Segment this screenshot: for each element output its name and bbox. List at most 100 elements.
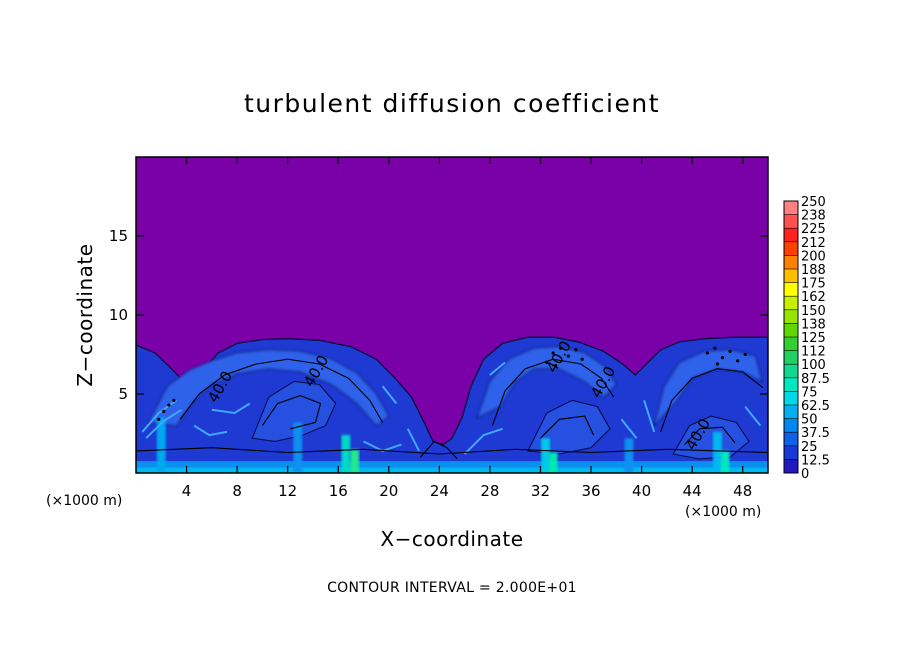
colorbar-label: 50: [801, 413, 818, 428]
swirl-core: [251, 380, 337, 442]
updraft-column: [541, 438, 550, 473]
contour-line: [179, 358, 383, 423]
contour-interval-note: CONTOUR INTERVAL = 2.000E+01: [327, 580, 577, 596]
colorbar-label: 12.5: [801, 453, 830, 468]
contour-line: [684, 426, 736, 445]
contour-speck: [743, 352, 747, 357]
colorbar-swatch: [784, 255, 798, 270]
contour-line: [261, 395, 322, 430]
x-tick-label: 12: [278, 482, 297, 500]
colorbar-swatch: [784, 418, 798, 433]
turbulent-filament: [620, 418, 638, 439]
x-tick-label: 40: [632, 482, 651, 500]
surface-layer: [136, 461, 768, 473]
colorbar-swatch: [784, 214, 798, 229]
contour-speck: [713, 346, 717, 350]
colorbar-label: 100: [801, 358, 826, 373]
colorbar-swatch: [784, 241, 798, 256]
x-axis: 4 8 12 16 20 24 28 32 36 40 44 48: [182, 157, 752, 500]
updraft-column: [624, 438, 634, 473]
colorbar-swatch: [784, 228, 798, 243]
colorbar-swatch: [784, 432, 798, 447]
contour-line: [491, 358, 615, 426]
updraft-column: [341, 435, 351, 473]
contour-line: [136, 447, 768, 455]
contour-speck: [715, 362, 720, 366]
turbulent-filament: [141, 399, 177, 433]
turbulent-filament: [643, 399, 656, 433]
plot-area: 40.0 40.0 40.040.040.0: [135, 156, 769, 474]
colorbar-label: 200: [801, 249, 826, 264]
colorbar-label: 225: [801, 222, 826, 237]
x-tick-label: 16: [329, 482, 348, 500]
swirl-core: [672, 415, 750, 460]
turbulent-filament: [381, 385, 398, 405]
turbulent-filament: [489, 361, 506, 376]
colorbar-label: 212: [801, 236, 826, 251]
x-tick-label: 4: [182, 482, 192, 500]
x-tick-label: 44: [683, 482, 702, 500]
y-tick-label: 15: [109, 227, 128, 245]
updraft-column: [720, 450, 730, 473]
contour-speck: [736, 359, 740, 363]
colorbar-label: 175: [801, 277, 826, 292]
colorbar-label: 250: [801, 195, 826, 210]
colorbar-swatch: [784, 377, 798, 392]
colorbar-label: 188: [801, 263, 826, 278]
contour-speck: [172, 398, 176, 402]
colorbar-swatch: [784, 445, 798, 460]
contour-speck: [554, 363, 558, 368]
x-tick-label: 20: [379, 482, 398, 500]
y-axis-title: Z−coordinate: [73, 243, 97, 386]
updraft-column: [350, 449, 360, 473]
colorbar-swatch: [784, 391, 798, 406]
colorbar-label: 25: [801, 440, 818, 455]
contour-line: [660, 368, 764, 433]
colorbar-label: 162: [801, 290, 826, 305]
turbulent-filament: [406, 428, 420, 452]
colorbar-swatch: [784, 350, 798, 365]
colorbar-swatch: [784, 309, 798, 324]
x-axis-title: X−coordinate: [380, 527, 523, 551]
contour-speck: [157, 417, 161, 421]
x-tick-label: 8: [232, 482, 242, 500]
colorbar-label: 238: [801, 209, 826, 224]
x-tick-label: 48: [733, 482, 752, 500]
x-unit-left: (×1000 m): [46, 493, 122, 509]
y-axis: 5 10 15: [109, 227, 768, 403]
colorbar: 2502382252122001881751621501381251121008…: [783, 195, 830, 482]
contour-speck: [705, 351, 709, 355]
colorbar-label: 37.5: [801, 426, 830, 441]
contour-speck: [720, 356, 725, 360]
contour-speck: [574, 348, 578, 352]
diffusion-field: 40.0 40.0 40.040.040.0: [136, 336, 768, 473]
colorbar-label: 62.5: [801, 399, 830, 414]
updraft-column: [293, 422, 303, 473]
surface-layer-core: [136, 467, 768, 473]
colorbar-swatch: [784, 459, 798, 474]
colorbar-label: 112: [801, 345, 826, 360]
colorbar-label: 87.5: [801, 372, 830, 387]
contour-line: [419, 440, 458, 460]
colorbar-swatch: [784, 337, 798, 351]
contour-speck: [551, 351, 555, 355]
updraft-column: [548, 452, 558, 473]
colorbar-swatch: [784, 201, 798, 215]
contour-speck: [167, 403, 171, 407]
colorbar-label: 0: [801, 467, 809, 482]
colorbar-swatch: [784, 364, 798, 379]
contour-speck: [566, 354, 570, 358]
contour-speck: [580, 357, 584, 361]
x-tick-label: 32: [531, 482, 550, 500]
colorbar-label: 125: [801, 331, 826, 346]
updraft-column: [156, 417, 166, 473]
y-tick-label: 10: [109, 306, 128, 324]
colorbar-swatch: [784, 282, 798, 297]
turbulent-filament: [744, 405, 762, 427]
contour-line: [540, 415, 595, 439]
colorbar-swatch: [784, 405, 798, 419]
x-tick-label: 28: [480, 482, 499, 500]
x-tick-label: 24: [430, 482, 449, 500]
contour-speck: [728, 349, 732, 353]
colorbar-label: 138: [801, 317, 826, 332]
